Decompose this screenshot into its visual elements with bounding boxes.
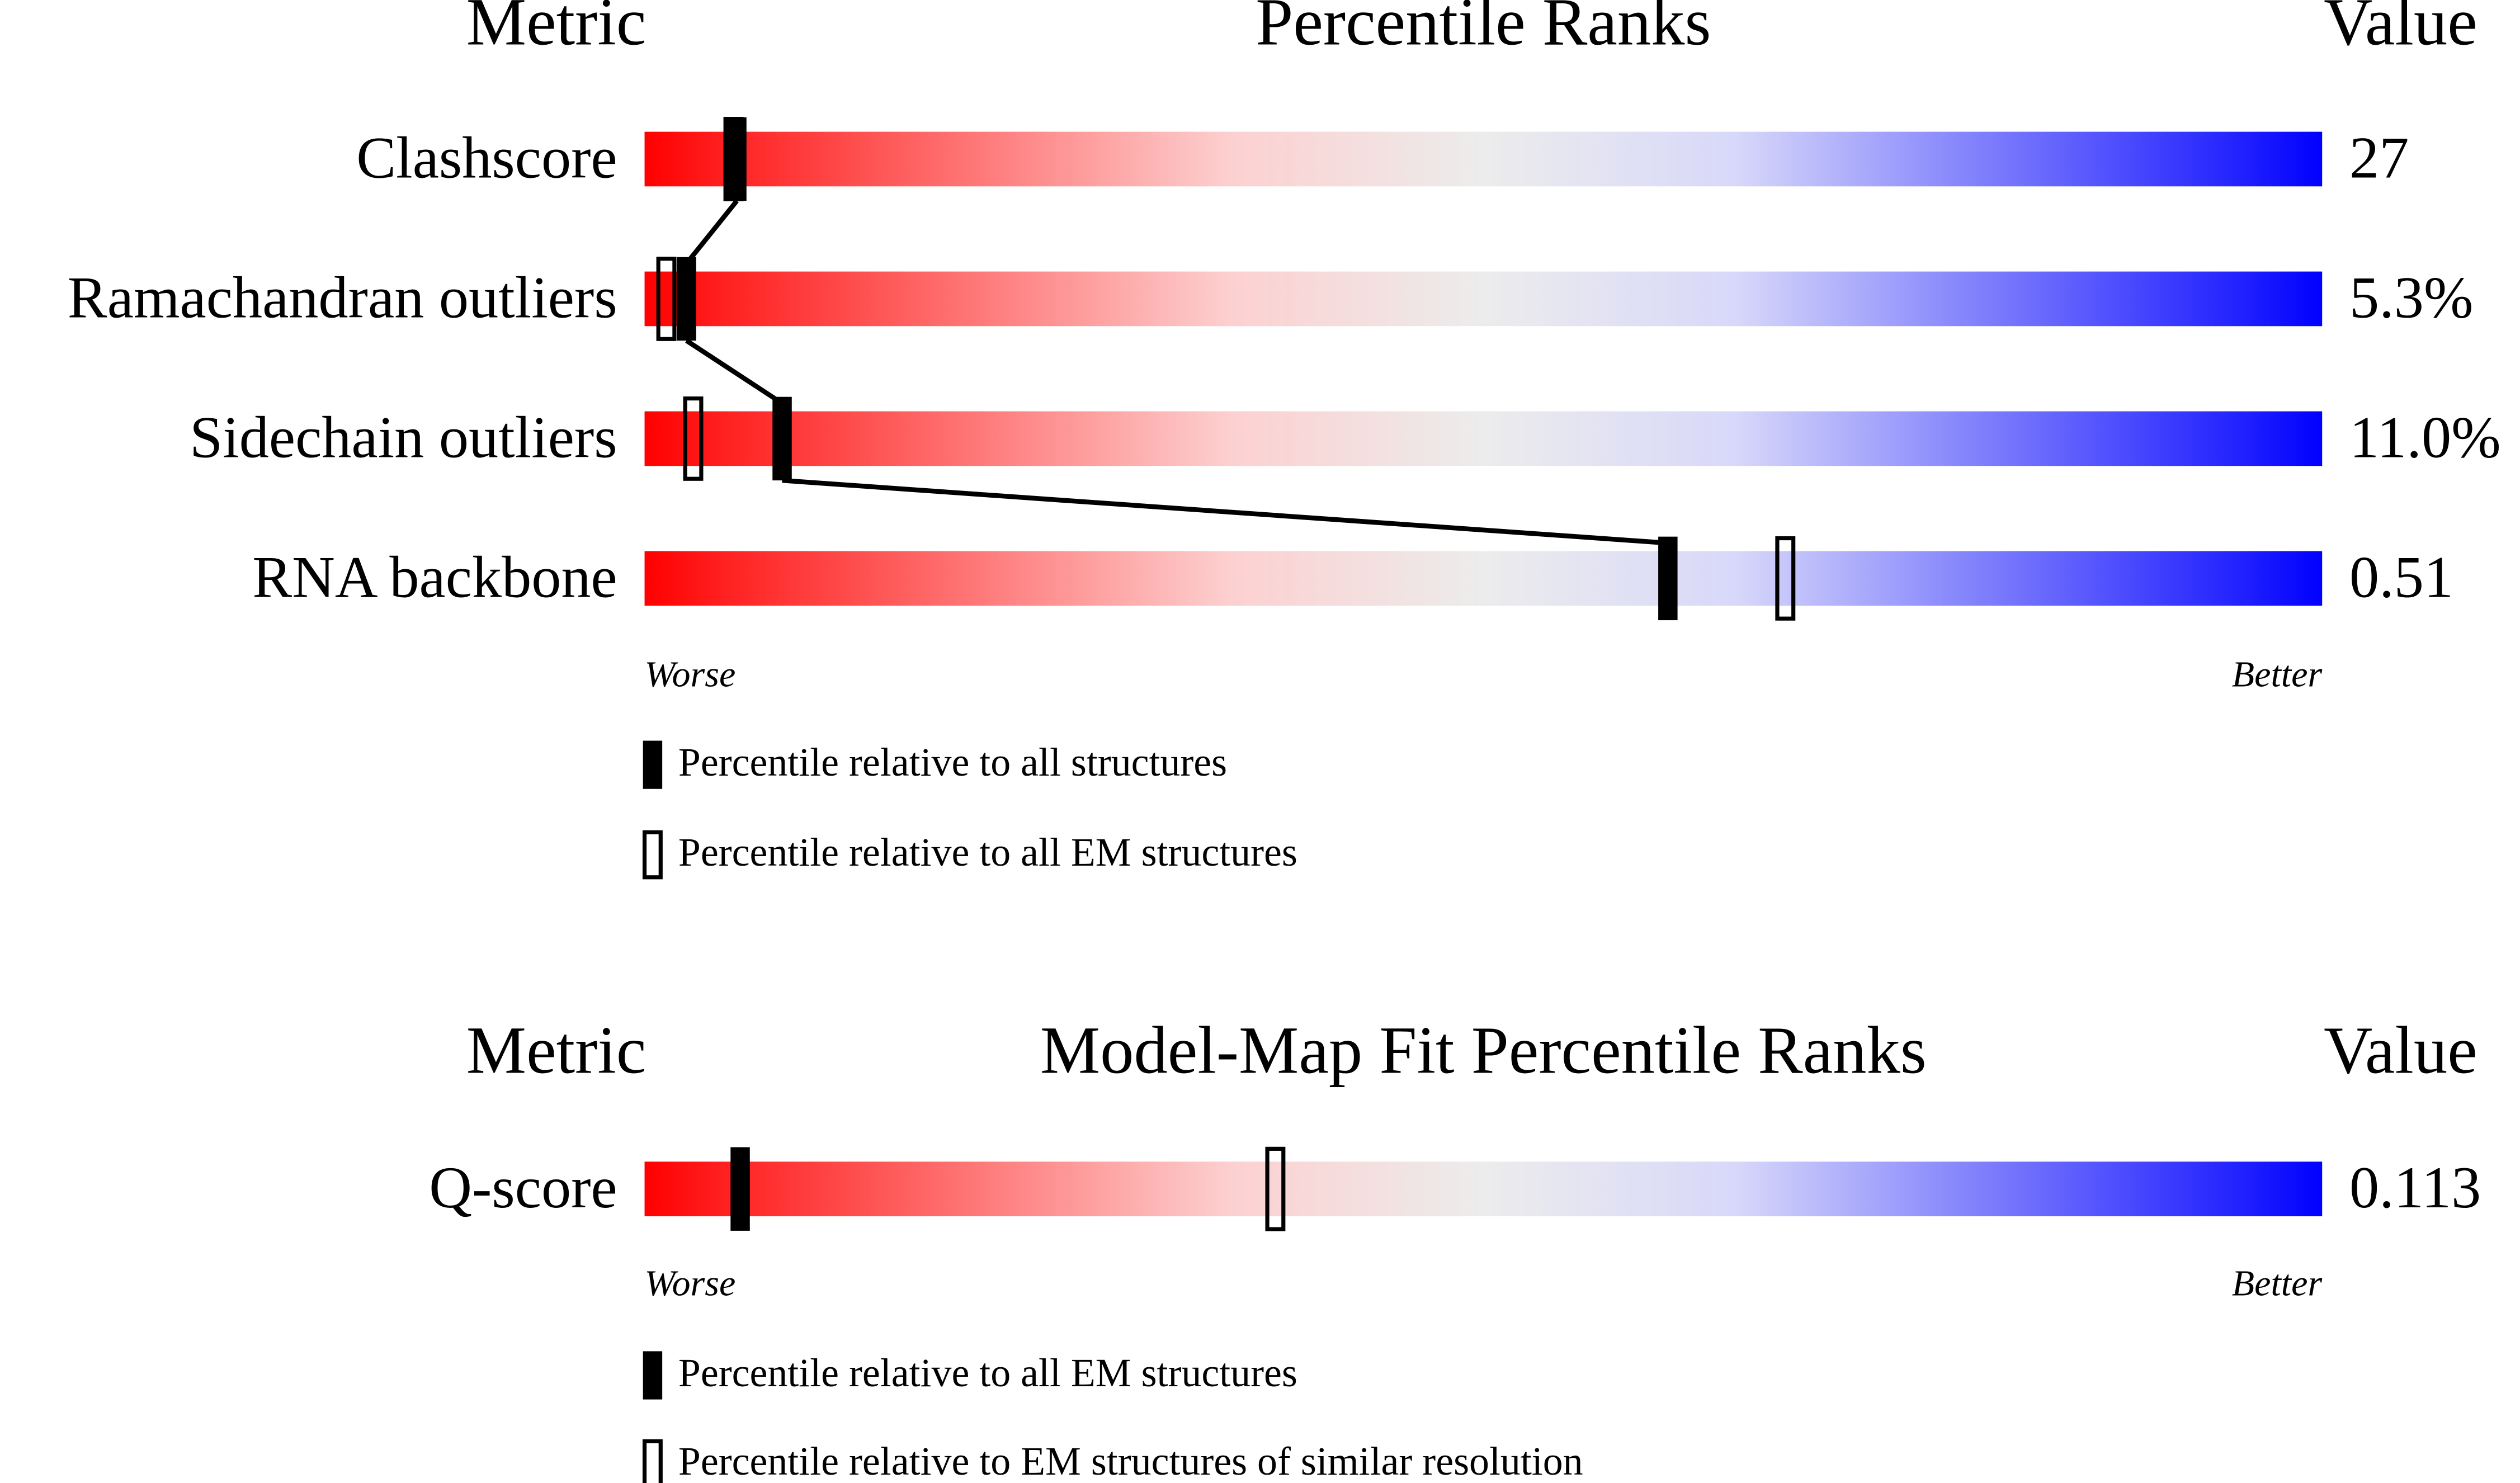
all-percentile-marker — [1658, 536, 1678, 621]
metric-value: 0.113 — [2349, 1154, 2481, 1220]
all-percentile-marker — [772, 396, 792, 481]
metric-label: Clashscore — [356, 124, 617, 190]
all-percentile-marker — [730, 1147, 750, 1231]
metric-value: 0.51 — [2349, 544, 2453, 610]
metric-label: Q-score — [429, 1154, 617, 1220]
metric-label: RNA backbone — [252, 544, 617, 610]
connector — [685, 338, 784, 405]
connector — [685, 199, 739, 265]
metric-label: Sidechain outliers — [190, 404, 617, 470]
em-percentile-marker — [683, 396, 704, 481]
header-title: Percentile Ranks — [1256, 0, 1711, 59]
legend-text: Percentile relative to all EM structures — [678, 1350, 1297, 1395]
header-title: Model-Map Fit Percentile Ranks — [1040, 1013, 1927, 1088]
metric-value: 11.0% — [2349, 404, 2501, 470]
percentile-bar — [644, 551, 2323, 606]
header-metric: Metric — [466, 0, 646, 59]
metric-value: 27 — [2349, 124, 2409, 190]
metric-value: 5.3% — [2349, 264, 2473, 330]
all-percentile-marker — [727, 117, 747, 201]
percentile-bar — [644, 1161, 2323, 1217]
em-percentile-marker — [1775, 536, 1796, 621]
header-value: Value — [2324, 0, 2477, 59]
legend-text: Percentile relative to all structures — [678, 740, 1227, 785]
connector — [782, 478, 1668, 546]
header-metric: Metric — [466, 1013, 646, 1088]
legend-icon-filled — [643, 740, 663, 789]
legend-text: Percentile relative to all EM structures — [678, 830, 1297, 875]
percentile-bar — [644, 271, 2323, 327]
better-label: Better — [2232, 654, 2323, 695]
worse-label: Worse — [645, 1263, 736, 1304]
legend-icon-filled — [643, 1351, 663, 1400]
header-value: Value — [2324, 1013, 2477, 1088]
percentile-bar — [644, 411, 2323, 466]
all-percentile-marker — [677, 257, 696, 341]
em-percentile-marker — [656, 257, 677, 341]
em-percentile-marker — [1265, 1146, 1286, 1231]
better-label: Better — [2232, 1263, 2323, 1304]
legend-text: Percentile relative to EM structures of … — [678, 1439, 1583, 1483]
percentile-bar — [644, 131, 2323, 187]
legend-icon-hollow — [642, 1439, 663, 1483]
legend-icon-hollow — [642, 830, 663, 880]
metric-label: Ramachandran outliers — [68, 264, 617, 330]
worse-label: Worse — [645, 654, 736, 695]
